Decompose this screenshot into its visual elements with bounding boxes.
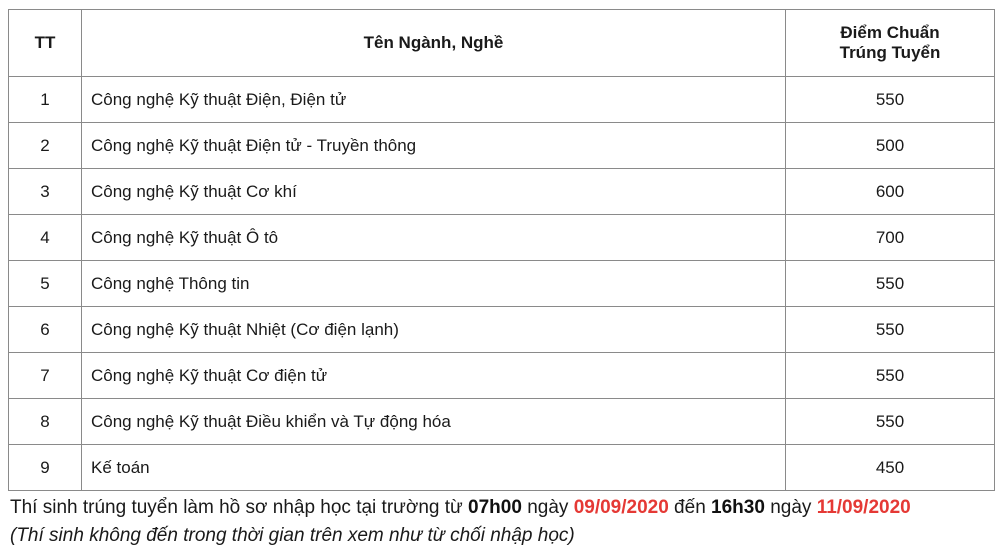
notice-note: (Thí sinh không đến trong thời gian trên… — [10, 525, 575, 546]
cell-score: 550 — [785, 76, 995, 123]
table-row: 8 Công nghệ Kỹ thuật Điều khiển và Tự độn… — [8, 398, 995, 445]
table-row: 1 Công nghệ Kỹ thuật Điện, Điện tử 550 — [8, 76, 995, 123]
header-name: Tên Ngành, Nghề — [81, 9, 786, 77]
header-tt: TT — [8, 9, 82, 77]
cell-name: Kế toán — [81, 444, 786, 491]
table-header: TT Tên Ngành, Nghề Điểm Chuẩn Trúng Tuyển — [8, 9, 995, 77]
table-row: 4 Công nghệ Kỹ thuật Ô tô 700 — [8, 214, 995, 261]
start-time: 07h00 — [468, 497, 522, 518]
header-score: Điểm Chuẩn Trúng Tuyển — [785, 9, 995, 77]
cell-tt: 1 — [8, 76, 82, 123]
table-row: 6 Công nghệ Kỹ thuật Nhiệt (Cơ điện lạnh)… — [8, 306, 995, 353]
cell-name: Công nghệ Kỹ thuật Điện tử - Truyền thôn… — [81, 122, 786, 169]
notice-text: đến — [668, 497, 712, 518]
cell-name: Công nghệ Kỹ thuật Cơ khí — [81, 168, 786, 215]
table-row: 2 Công nghệ Kỹ thuật Điện tử - Truyền thô… — [8, 122, 995, 169]
cell-tt: 2 — [8, 122, 82, 169]
start-date: 09/09/2020 — [573, 497, 669, 518]
cell-score: 550 — [785, 352, 995, 399]
cell-score: 550 — [785, 306, 995, 353]
cell-tt: 3 — [8, 168, 82, 215]
admission-score-table: TT Tên Ngành, Nghề Điểm Chuẩn Trúng Tuyển… — [8, 9, 995, 491]
cell-score: 500 — [785, 122, 995, 169]
notice-text: ngày — [764, 497, 817, 518]
cell-name: Công nghệ Kỹ thuật Cơ điện tử — [81, 352, 786, 399]
enrollment-notice: Thí sinh trúng tuyển làm hồ sơ nhập học … — [10, 497, 911, 519]
cell-score: 550 — [785, 260, 995, 307]
cell-tt: 6 — [8, 306, 82, 353]
cell-score: 450 — [785, 444, 995, 491]
cell-name: Công nghệ Thông tin — [81, 260, 786, 307]
cell-name: Công nghệ Kỹ thuật Điều khiển và Tự động… — [81, 398, 786, 445]
table-row: 9 Kế toán 450 — [8, 444, 995, 491]
notice-text: ngày — [521, 497, 574, 518]
cell-tt: 8 — [8, 398, 82, 445]
header-score-line2: Trúng Tuyển — [839, 43, 941, 62]
table-row: 5 Công nghệ Thông tin 550 — [8, 260, 995, 307]
cell-tt: 7 — [8, 352, 82, 399]
cell-score: 550 — [785, 398, 995, 445]
table-row: 7 Công nghệ Kỹ thuật Cơ điện tử 550 — [8, 352, 995, 399]
cell-score: 700 — [785, 214, 995, 261]
end-date: 11/09/2020 — [816, 497, 911, 518]
cell-tt: 5 — [8, 260, 82, 307]
cell-name: Công nghệ Kỹ thuật Nhiệt (Cơ điện lạnh) — [81, 306, 786, 353]
notice-text: Thí sinh trúng tuyển làm hồ sơ nhập học … — [10, 497, 469, 518]
cell-tt: 9 — [8, 444, 82, 491]
cell-tt: 4 — [8, 214, 82, 261]
table-row: 3 Công nghệ Kỹ thuật Cơ khí 600 — [8, 168, 995, 215]
cell-name: Công nghệ Kỹ thuật Điện, Điện tử — [81, 76, 786, 123]
cell-name: Công nghệ Kỹ thuật Ô tô — [81, 214, 786, 261]
cell-score: 600 — [785, 168, 995, 215]
header-score-line1: Điểm Chuẩn — [840, 23, 940, 42]
end-time: 16h30 — [711, 497, 765, 518]
